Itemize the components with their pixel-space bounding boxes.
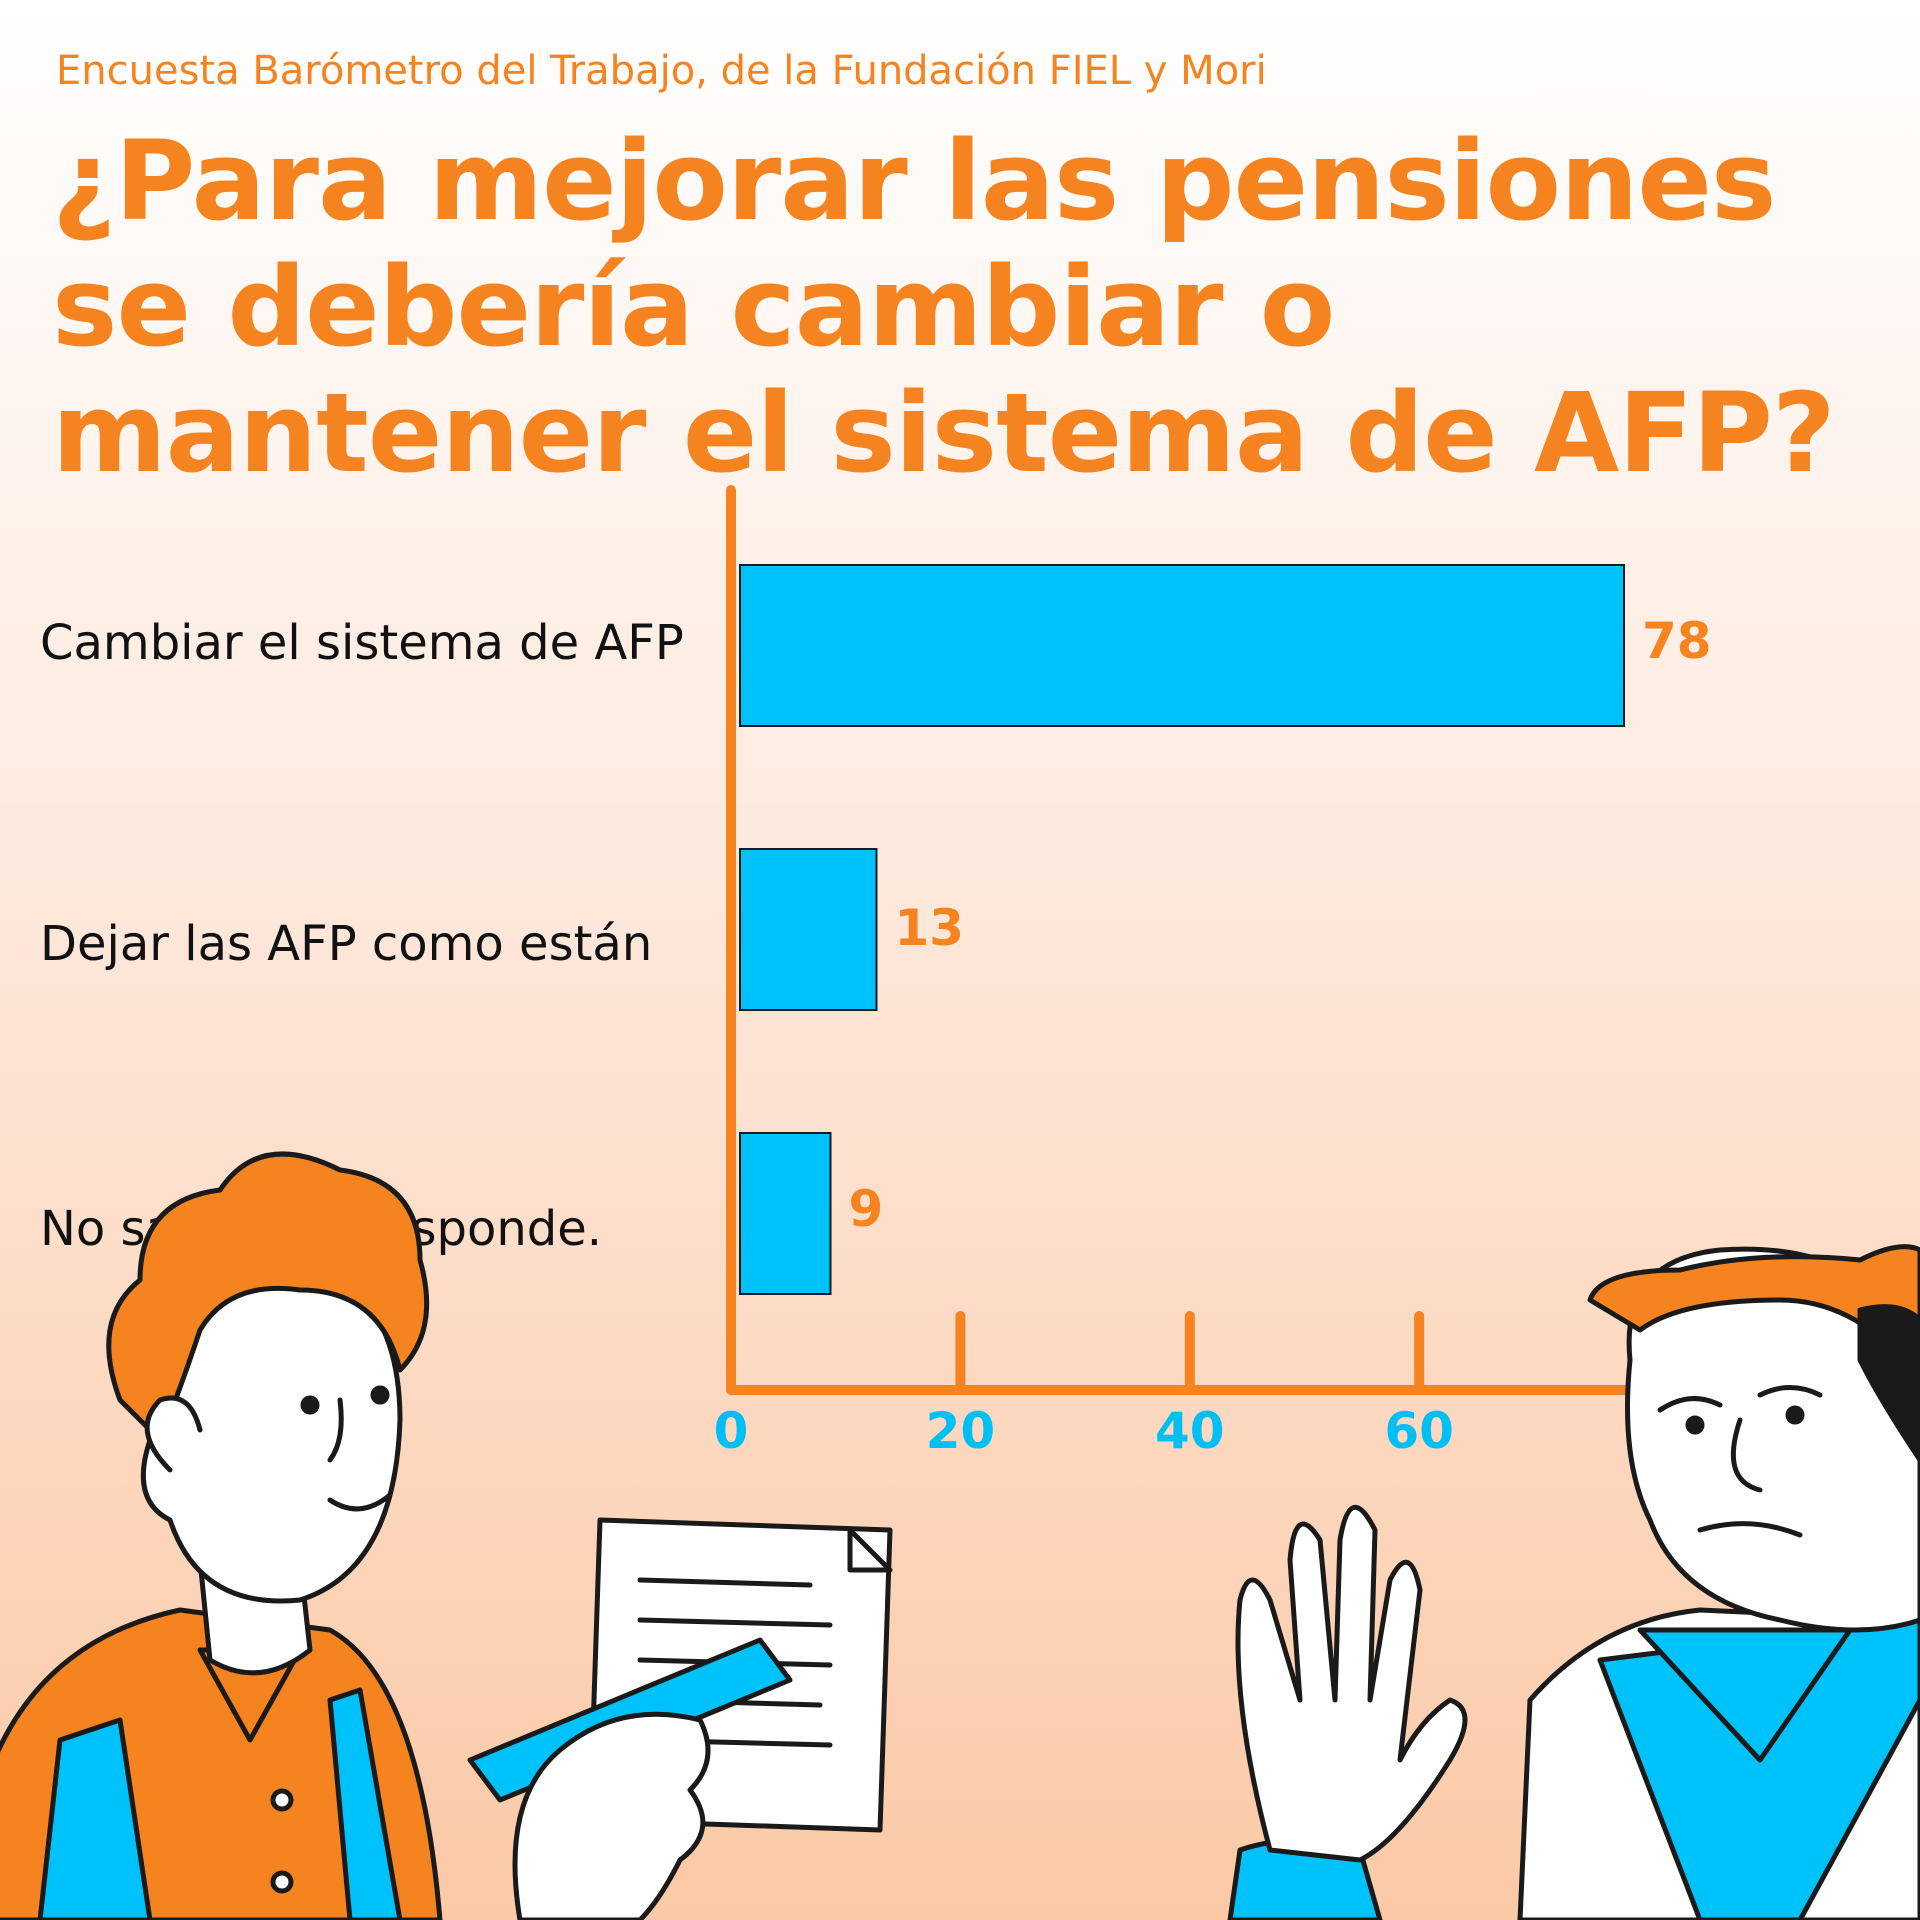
chart-title: ¿Para mejorar las pensiones se debería c… — [52, 117, 1836, 497]
illustration-left-person — [0, 1151, 893, 1920]
x-tick-label-20: 20 — [925, 1402, 996, 1460]
x-tick-label-40: 40 — [1155, 1402, 1225, 1460]
x-tick-label-60: 60 — [1384, 1402, 1454, 1460]
illustration-right-person — [1227, 1244, 1920, 1920]
bar-cambiar — [739, 564, 1625, 727]
category-label-2: Dejar las AFP como están — [40, 916, 653, 972]
bar-dejar — [739, 848, 878, 1011]
bar-no-sabe — [739, 1132, 832, 1295]
value-label-2: 13 — [894, 899, 965, 957]
value-label-1: 78 — [1642, 612, 1712, 670]
chart-subtitle: Encuesta Barómetro del Trabajo, de la Fu… — [56, 48, 1267, 94]
value-label-3: 9 — [848, 1180, 884, 1238]
category-label-1: Cambiar el sistema de AFP — [40, 615, 684, 671]
x-tick-label-0: 0 — [713, 1402, 749, 1460]
